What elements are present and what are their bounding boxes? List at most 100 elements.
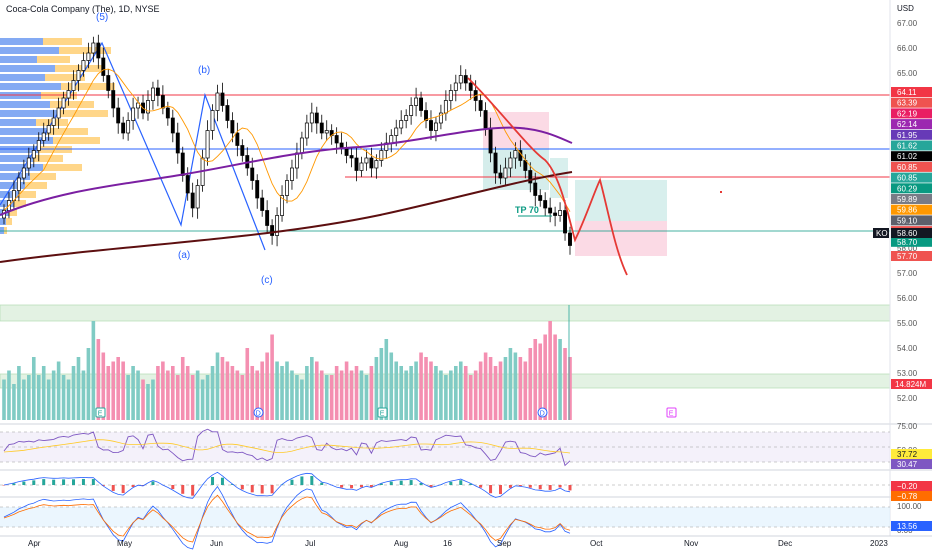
macd-histogram-bar [498,485,502,495]
price-label-text: 59.89 [897,195,918,204]
price-axis-tick: 65.00 [897,69,918,78]
candle-body [429,120,433,131]
volume-bar [46,379,51,420]
candle-body [503,167,508,179]
volume-profile-bar-down [50,101,94,108]
volume-bar [488,357,493,420]
candle-body [260,197,265,211]
price-label-box [891,251,932,261]
candle-body [265,210,270,226]
candle-body [71,80,76,91]
stoch-value-text: 13.56 [897,522,918,531]
candle-body [488,127,493,154]
volume-bar [225,361,230,420]
volume-bar [31,357,36,420]
macd-histogram-bar [379,483,383,485]
candle-body [91,42,96,54]
volume-bar [305,366,309,420]
macd-histogram-bar [429,485,433,487]
volume-bar [344,361,349,420]
volume-profile-bar-down [57,110,108,117]
demand-zone-1 [0,304,891,322]
macd-histogram-bar [62,479,66,485]
macd-histogram-bar [220,477,224,485]
volume-bar [146,384,150,420]
candle-body [76,70,81,81]
volume-bar [151,379,155,420]
volume-bar [473,370,478,420]
price-label-box [891,215,932,226]
candle-body [175,132,180,154]
candle-body [493,152,498,174]
candle-body [538,195,543,201]
volume-bar [71,366,76,420]
volume-profile-bar-down [19,191,36,198]
macd-histogram-bar [290,479,294,485]
price-axis-tick: 56.00 [897,294,918,303]
earnings-marker-label: D [256,411,261,418]
volume-bar [409,366,413,420]
candle-body [458,75,463,84]
candle-body [463,75,468,84]
time-axis-tick: Aug [394,539,408,548]
macd-histogram-bar [72,479,76,485]
volume-bar [86,348,91,420]
ma-fast-line [3,68,571,212]
rsi-value-text-1: 37.72 [897,450,918,459]
macd-line [3,471,571,499]
volume-profile-bar-down [33,155,63,162]
stoch-value-box [891,521,932,531]
candle-body [513,150,518,159]
candle-body [51,117,56,126]
volume-bar [116,357,120,420]
volume-bar [498,361,503,420]
volume-bar [280,366,284,420]
candle-body [369,157,374,169]
volume-bar [523,361,528,420]
volume-bar [429,361,433,420]
macd-histogram-bar [121,485,125,494]
candle-body [319,122,324,134]
candle-body [414,97,419,106]
candle-body [155,87,160,96]
price-axis-tick: 54.00 [897,344,918,353]
candle-body [190,192,195,209]
candle-body [165,107,170,119]
macd-histogram-bar [141,485,145,486]
macd-histogram-bar [81,478,85,485]
macd-histogram-bar [230,484,234,485]
candle-body [424,110,428,121]
volume-bar [513,352,518,420]
candle-body [553,212,558,216]
price-label-box [891,97,932,108]
candle-body [185,175,190,194]
volume-profile-bar-down [55,65,103,72]
volume-bar [7,370,11,420]
price-label-box [891,194,932,204]
volume-bar [324,375,329,420]
volume-bar [310,357,314,420]
macd-histogram-bar [181,485,185,494]
volume-bar [319,370,324,420]
macd-histogram-bar [469,483,473,485]
volume-bar [300,379,304,420]
rsi-value-box-1 [891,449,932,459]
volume-bar [111,361,116,420]
macd-histogram-bar [52,479,56,485]
elliott-label: (c) [261,275,273,286]
volume-bar [61,375,66,420]
price-label-text: 59.10 [897,216,918,225]
candle-body [364,157,369,164]
volume-bar [245,348,250,420]
volume-profile-bar-up [0,47,59,54]
candle-body [334,135,339,144]
volume-bar [349,370,354,420]
volume-bar [314,361,319,420]
long-position-target [575,180,667,221]
earnings-marker [666,407,677,418]
volume-profile-bar-down [53,137,100,144]
volume-bar [538,343,543,420]
volume-profile-bar-up [0,74,45,81]
